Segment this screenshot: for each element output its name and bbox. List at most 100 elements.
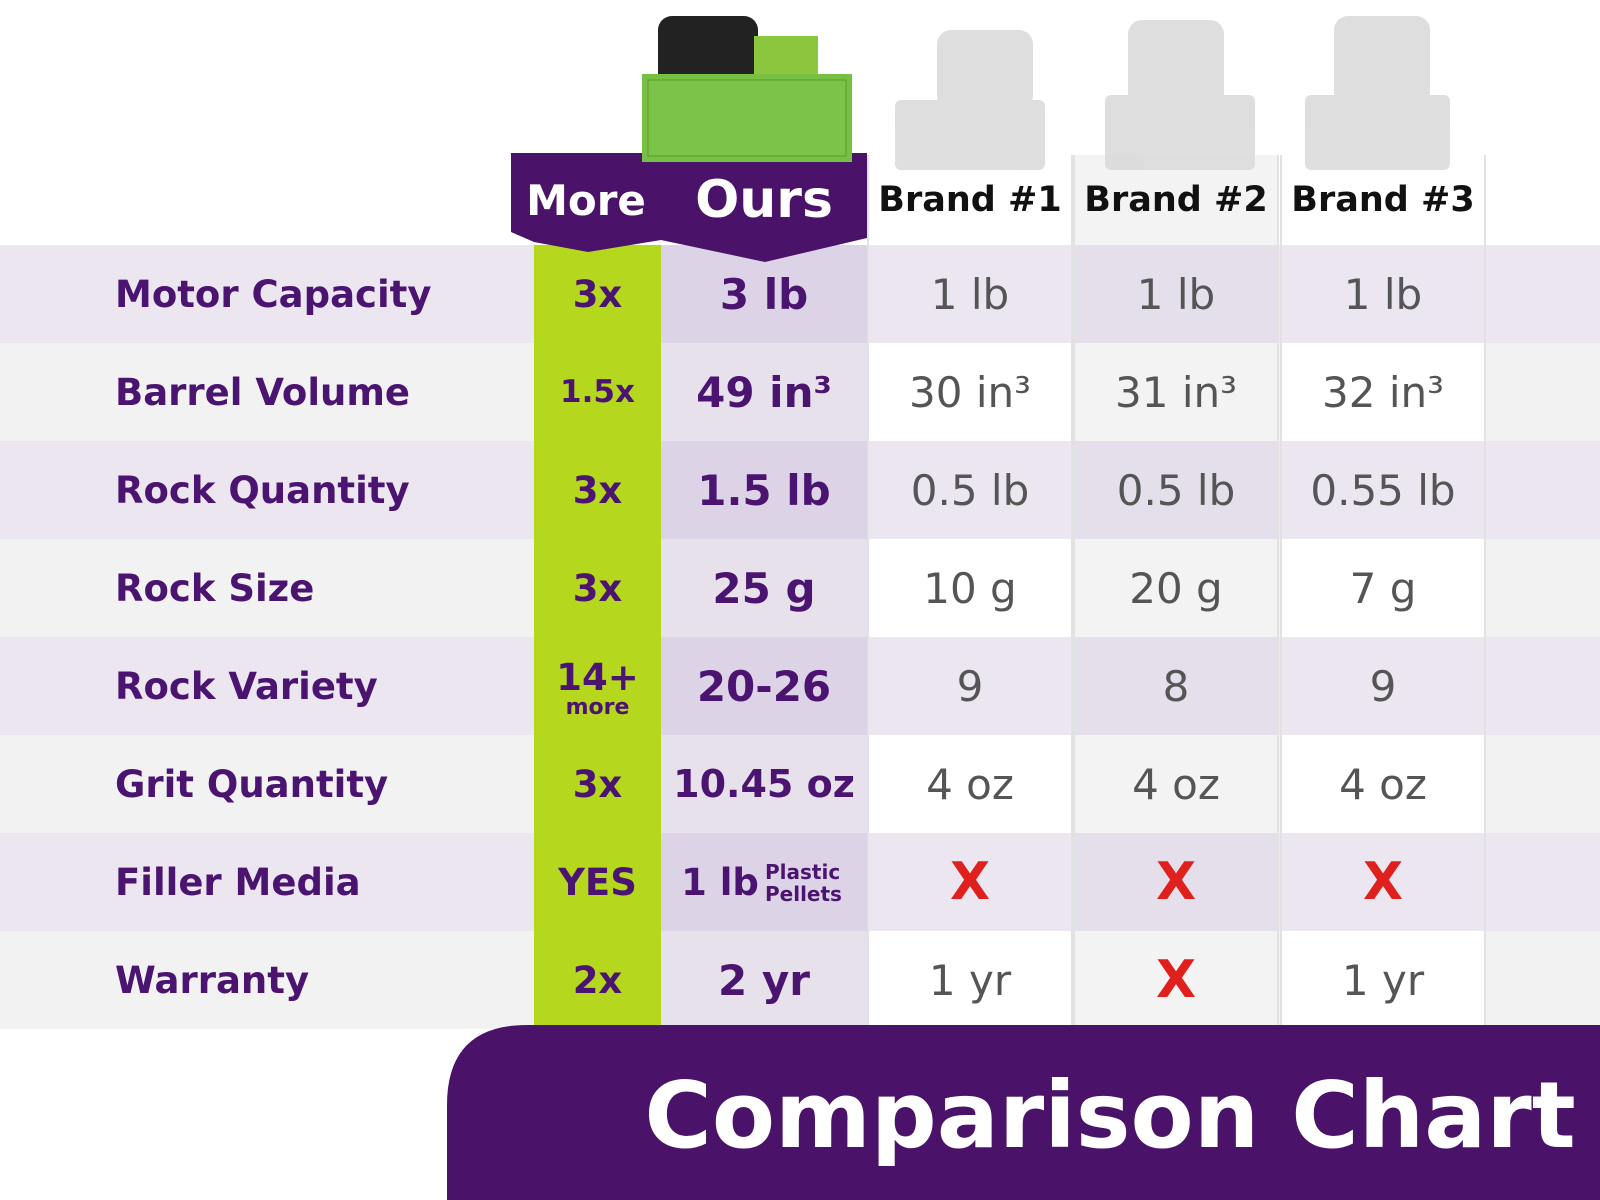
more-cell — [534, 833, 661, 931]
ours-value: 25 g — [712, 563, 816, 613]
footer-title: Comparison Chart — [644, 1061, 1576, 1169]
more-value: 3x — [572, 566, 623, 610]
brand-cell — [867, 539, 1073, 637]
ours-cell — [661, 833, 867, 931]
ours-value: 20-26 — [696, 661, 832, 711]
more-cell — [534, 539, 661, 637]
brand-cell — [867, 931, 1073, 1029]
ours-cell — [661, 637, 867, 735]
brand-cell — [1073, 441, 1279, 539]
brand-value: 0.5 lb — [1116, 465, 1236, 515]
brand-value: 1 lb — [1136, 269, 1216, 319]
footer-banner — [447, 1025, 1600, 1200]
brand-value: 0.55 lb — [1310, 465, 1456, 515]
brand-value: 1 lb — [1343, 269, 1423, 319]
ours-cell — [661, 441, 867, 539]
brand-header: Brand #1 — [878, 180, 1062, 220]
more-value: 2x — [572, 958, 623, 1002]
brand-cell — [867, 637, 1073, 735]
brand-cell — [1280, 833, 1486, 931]
ours-value: 49 in³ — [696, 367, 832, 417]
brand-value: 1 yr — [928, 955, 1012, 1005]
ours-value: 2 yr — [718, 955, 810, 1005]
more-cell — [534, 931, 661, 1029]
brand-cell — [1280, 343, 1486, 441]
brand-value: 8 — [1162, 661, 1190, 711]
more-header: More — [526, 175, 646, 225]
more-value: YES — [558, 860, 637, 904]
ours-note: Pellets — [765, 882, 842, 906]
brand-cell — [867, 343, 1073, 441]
brand-value: 1 lb — [930, 269, 1010, 319]
brand-value: 4 oz — [1339, 759, 1427, 809]
brand-value: 0.5 lb — [910, 465, 1030, 515]
brand-cell — [867, 735, 1073, 833]
brand-cell — [1073, 735, 1279, 833]
ours-header: Ours — [695, 170, 833, 230]
more-cell — [534, 245, 661, 343]
brand-header: Brand #2 — [1084, 180, 1268, 220]
more-note: more — [565, 694, 630, 720]
brand-value: 32 in³ — [1322, 367, 1444, 417]
ours-value: 3 lb — [719, 269, 809, 319]
brand-value: 9 — [1369, 661, 1397, 711]
more-cell — [534, 637, 661, 735]
brand-value: 4 oz — [926, 759, 1014, 809]
brand-value: 20 g — [1129, 563, 1223, 613]
row-label: Warranty — [115, 958, 310, 1002]
brand-header: Brand #3 — [1291, 180, 1475, 220]
more-value: 3x — [572, 272, 623, 316]
brand-cell — [1073, 343, 1279, 441]
brand-value: 1 yr — [1341, 955, 1425, 1005]
brand-cell — [1280, 637, 1486, 735]
row-label: Filler Media — [115, 860, 361, 904]
ours-cell — [661, 539, 867, 637]
brand-cell — [867, 245, 1073, 343]
brand-value: X — [1155, 950, 1197, 1010]
brand-value: X — [1155, 852, 1197, 912]
brand-cell — [1280, 931, 1486, 1029]
brand-value: 7 g — [1349, 563, 1417, 613]
brand-cell — [867, 833, 1073, 931]
more-cell — [534, 343, 661, 441]
row-label: Rock Quantity — [115, 468, 410, 512]
brand-value: 31 in³ — [1115, 367, 1237, 417]
ours-value: 1.5 lb — [697, 465, 831, 515]
brand-cell — [1280, 539, 1486, 637]
brand-cell — [1073, 931, 1279, 1029]
more-value: 1.5x — [560, 374, 635, 410]
brand-cell — [1280, 245, 1486, 343]
ours-value: 10.45 oz — [673, 762, 855, 806]
ours-cell — [661, 343, 867, 441]
brand-value: X — [949, 852, 991, 912]
ours-cell — [661, 735, 867, 833]
brand-cell — [1280, 441, 1486, 539]
brand-cell — [867, 441, 1073, 539]
brand-value: 10 g — [923, 563, 1017, 613]
brand-cell — [1073, 539, 1279, 637]
more-cell — [534, 735, 661, 833]
more-value: 14+ — [556, 655, 639, 699]
brand-cell — [1073, 245, 1279, 343]
ours-value: 1 lb — [681, 860, 759, 904]
brand-cell — [1073, 833, 1279, 931]
ours-note: Plastic — [765, 860, 841, 884]
brand-value: 30 in³ — [909, 367, 1031, 417]
our-product-image — [642, 16, 852, 162]
header-banner — [511, 153, 867, 262]
row-label: Rock Size — [115, 566, 315, 610]
more-value: 3x — [572, 468, 623, 512]
brand-value: 9 — [956, 661, 984, 711]
brand-value: 4 oz — [1132, 759, 1220, 809]
brand-cell — [1073, 637, 1279, 735]
brand-value: X — [1362, 852, 1404, 912]
row-label: Rock Variety — [115, 664, 378, 708]
row-label: Motor Capacity — [115, 272, 432, 316]
ours-cell — [661, 931, 867, 1029]
row-label: Grit Quantity — [115, 762, 389, 806]
brand-product-images — [895, 16, 1450, 170]
more-value: 3x — [572, 762, 623, 806]
row-label: Barrel Volume — [115, 370, 411, 414]
